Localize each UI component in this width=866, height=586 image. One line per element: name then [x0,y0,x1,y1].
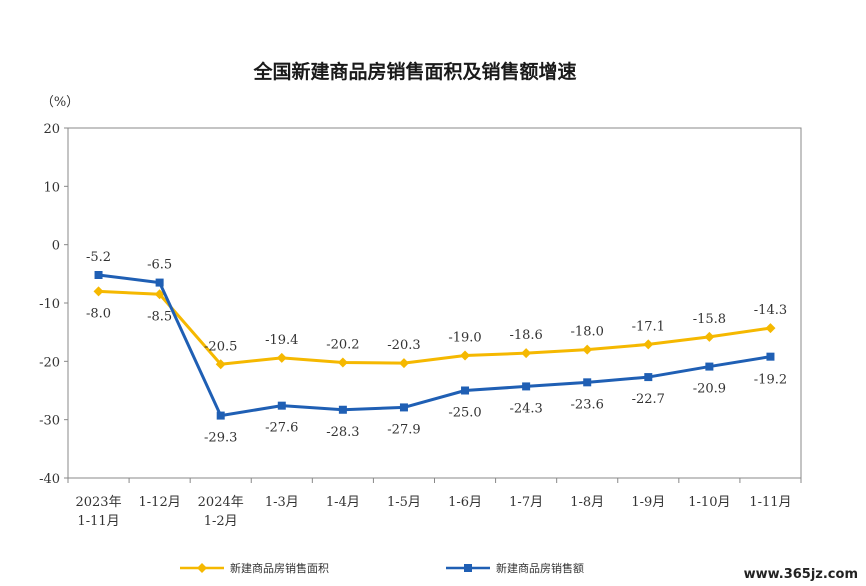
series-point [93,286,104,297]
legend: 新建商品房销售面积 新建商品房销售额 [180,561,584,575]
series-point [216,411,225,420]
data-label: -22.7 [632,392,665,407]
series-point [704,331,715,342]
series-point [277,401,286,410]
y-tick-label: -40 [39,472,60,487]
series-point [276,352,287,363]
data-label: -18.0 [571,325,604,340]
series-point [644,373,653,382]
series-point [155,278,164,287]
data-label: -20.2 [326,338,359,353]
series-point [582,344,593,355]
x-tick-label: 1-5月 [387,495,421,510]
x-tick-label: 1-3月 [265,495,299,510]
legend-label: 新建商品房销售面积 [230,561,329,575]
y-axis: 20 10 0 -10 -20 -30 -40 [39,122,68,487]
x-tick-label: 2023年 [75,495,121,510]
data-label: -19.2 [754,373,787,388]
x-tick-label: 1-8月 [570,495,604,510]
data-label: -19.0 [448,331,481,346]
series-line-2 [98,273,771,418]
series-point [461,386,470,395]
series-point [94,271,103,279]
series-point [215,359,226,370]
series-point [766,352,775,361]
data-label: -19.4 [265,333,298,348]
y-tick-label: 10 [43,180,60,195]
data-label: -29.3 [204,431,237,446]
legend-marker [197,563,207,573]
x-tick-label: 1-12月 [139,495,181,510]
data-label: -14.3 [754,303,787,318]
x-tick-label: 1-4月 [326,495,360,510]
plot-area [67,127,802,479]
data-label: -18.6 [509,328,542,343]
series-point [643,339,654,350]
series-point [583,378,592,387]
data-label: -5.2 [86,250,111,265]
watermark: www.365jz.com [744,567,858,582]
series-point [154,289,165,300]
series-point [521,348,532,359]
x-tick-label: 2024年 [198,495,244,510]
series-layer [93,271,776,420]
y-tick-label: -30 [39,414,60,429]
y-axis-unit: （%） [41,95,79,110]
x-tick-label: 1-6月 [448,495,482,510]
legend-marker [464,564,472,572]
x-axis: 2023年 1-11月 1-12月 2024年 1-2月 1-3月 1-4月 1-5月 1-6月… [67,478,802,529]
data-label: -27.6 [265,421,298,436]
series-point [337,357,348,368]
x-tick-label: 1-7月 [509,495,543,510]
chart-title: 全国新建商品房销售面积及销售额增速 [252,60,576,83]
data-label: -20.3 [387,338,420,353]
data-label: -24.3 [509,401,542,416]
data-labels: -8.0 -5.2 -8.5 -6.5 -20.5 -29.3 -19.4 -27.6 -20.… [86,250,787,446]
y-tick-label: -20 [39,355,60,370]
series-point [705,362,714,371]
data-label: -6.5 [147,258,172,273]
y-tick-label: 20 [43,122,60,137]
data-label: -8.5 [147,309,172,324]
data-label: -20.9 [693,382,726,397]
data-label: -17.1 [632,319,665,334]
data-label: -23.6 [571,397,604,412]
series-point [460,350,471,361]
series-point [522,382,531,391]
x-tick-label: 1-2月 [204,514,238,529]
x-tick-label: 1-11月 [749,495,791,510]
series-point [338,405,347,414]
series-point [765,323,776,334]
x-tick-label: 1-10月 [688,495,730,510]
series-line-1 [98,289,771,366]
series-point [398,358,409,369]
y-tick-label: 0 [52,239,60,254]
legend-label: 新建商品房销售额 [496,561,584,575]
y-tick-label: -10 [39,297,60,312]
x-tick-label: 1-11月 [77,514,119,529]
x-tick-label: 1-9月 [631,495,665,510]
data-label: -8.0 [86,306,111,321]
data-label: -27.9 [387,422,420,437]
data-label: -28.3 [326,425,359,440]
data-label: -20.5 [204,339,237,354]
data-label: -25.0 [448,406,481,421]
data-label: -15.8 [693,312,726,327]
series-point [399,403,408,412]
